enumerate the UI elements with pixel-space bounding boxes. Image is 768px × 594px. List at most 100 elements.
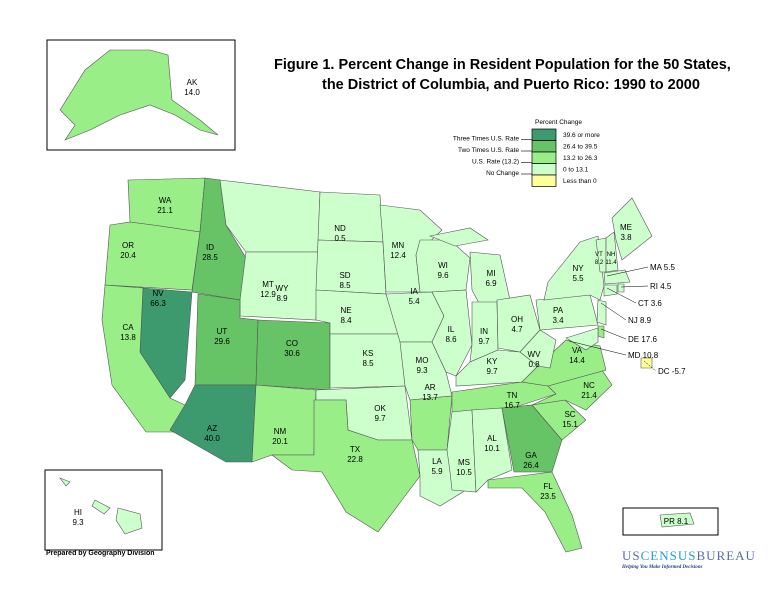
legend-swatch [531,163,557,176]
state-abbr: NM [274,427,287,436]
state-label-ne: NE8.4 [340,306,352,325]
state-label-vt: VT 8.2 [595,252,604,266]
state-nc [531,369,613,411]
legend-swatch [531,128,557,141]
state-label-pa: PA3.4 [552,306,564,325]
legend-marker-label: U.S. Rate (13.2) [472,159,519,166]
state-label-ma: MA 5.5 [606,263,675,277]
state-value: 12.4 [390,251,406,260]
state-abbr: MT [262,280,274,289]
state-value: 30.6 [284,349,300,358]
state-abbr: HI [74,508,82,517]
state-label-ky: KY9.7 [486,357,498,376]
state-value: 8.4 [340,316,352,325]
state-abbr: NH [607,252,616,258]
state-abbr: NY [572,264,584,273]
state-label-ia: IA5.4 [408,287,420,306]
state-value: 9.6 [437,271,449,280]
state-abbr: MI [487,269,496,278]
state-value: 9.7 [374,414,386,423]
state-ar [409,395,453,451]
state-value: 66.3 [150,299,166,308]
state-abbr: CO [286,339,298,348]
state-sd [315,239,387,295]
state-pr [659,512,695,528]
state-abbr: WI [438,261,448,270]
state-abbr: MN [392,241,405,250]
state-label-mi: MI6.9 [485,269,497,288]
state-abbr: AR [424,383,435,392]
state-abbr: SC [564,410,575,419]
state-nj [596,299,607,326]
state-value: 40.0 [204,434,220,443]
state-abbr: FL [543,482,553,491]
map-title: Figure 1. Percent Change in Resident Pop… [274,55,731,95]
state-abbr: NE [340,306,351,315]
state-abbr: MS [458,458,470,467]
legend: Percent Change 39.6 or more Three Times U.… [453,119,600,187]
state-abbr: SD [339,271,350,280]
state-label-mo: MO9.3 [416,356,429,375]
state-abbr: AL [487,434,497,443]
state-abbr: WV [528,350,542,359]
state-il [431,289,473,377]
state-abbr: CA [122,323,134,332]
legend-class-label: 26.4 to 39.5 [563,144,598,151]
state-nh [605,231,619,273]
state-value: 6.9 [485,279,497,288]
state-abbr: ME [620,223,632,232]
state-label-ok: OK9.7 [374,404,386,423]
state-abbr: WA [159,196,172,205]
state-me [611,197,653,261]
state-abbr: PA [553,306,564,315]
state-label-de: DE 17.6 [600,328,657,344]
state-nm [251,384,317,463]
state-value: 5.9 [431,467,443,476]
puerto-rico-inset-frame [622,507,719,536]
state-abbr: KS [363,349,374,358]
state-value: 14.0 [184,88,200,97]
state-va [521,339,607,387]
state-value: 12.9 [260,290,276,299]
state-abbr: IN [480,327,488,336]
state-label-sd: SD8.5 [339,271,351,290]
state-nd [317,191,384,243]
state-wy [239,251,319,321]
state-value: 20.4 [120,251,136,260]
state-abbr: VT [595,252,603,258]
legend-swatch [531,140,557,153]
state-label-text: CT 3.6 [638,299,662,308]
state-label-text: DE 17.6 [628,335,657,344]
state-abbr: VA [572,346,583,355]
state-abbr: OH [511,315,523,324]
state-value: 9.7 [486,367,498,376]
state-abbr: AK [187,78,198,87]
legend-marker-label: Two Times U.S. Rate [458,147,519,154]
legend-class-label: 39.6 or more [563,132,600,139]
state-abbr: OR [122,241,134,250]
state-value: 15.1 [562,420,578,429]
legend-swatch [531,174,557,187]
state-label-text: DC -5.7 [658,367,686,376]
state-label-text: MD 10.8 [628,351,659,360]
state-tx [271,399,421,533]
state-value: 13.8 [120,333,136,342]
state-abbr: AZ [207,424,217,433]
state-value: 8.5 [362,359,374,368]
state-fl [487,471,583,553]
state-value: 5.5 [572,274,584,283]
